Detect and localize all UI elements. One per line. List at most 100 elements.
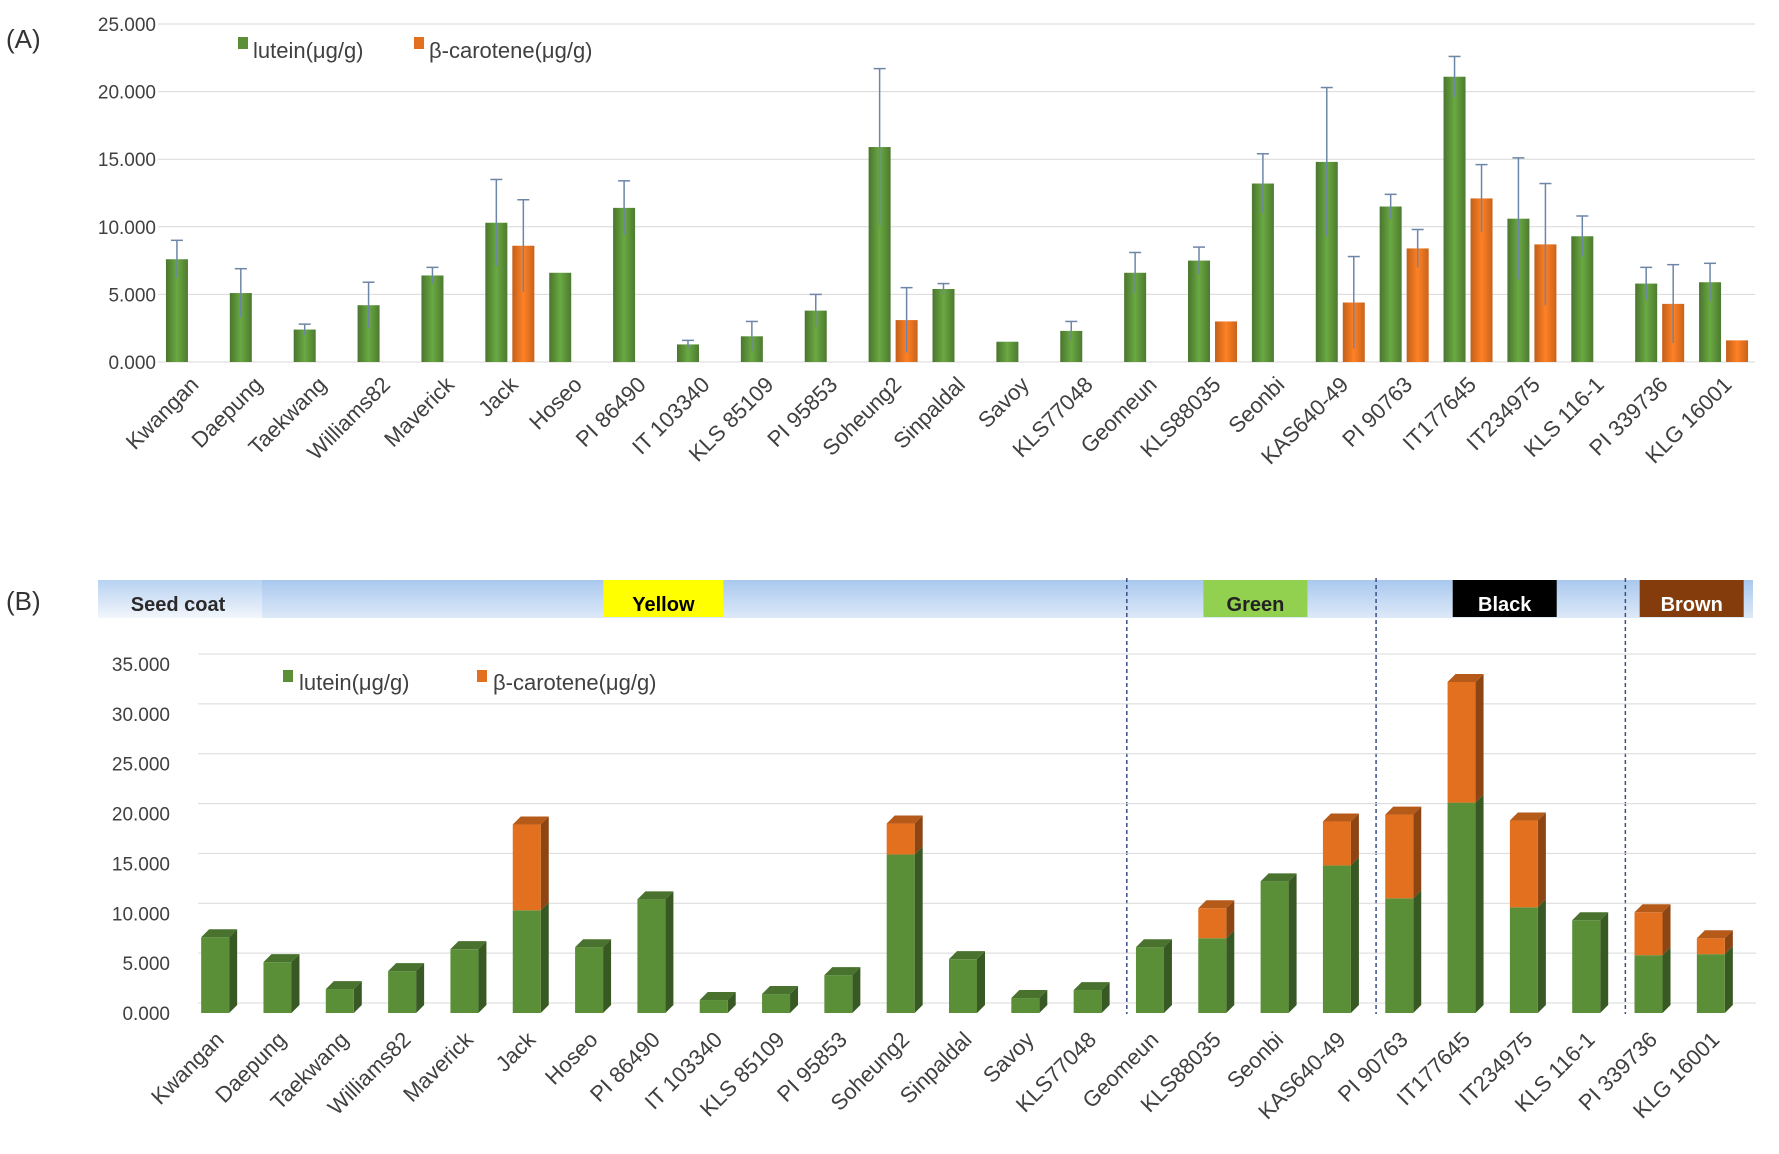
bar-lutein-b	[1634, 955, 1663, 1013]
bar-lutein-a	[1251, 183, 1274, 362]
bar-lutein-a	[357, 305, 380, 362]
y-tick-label-b: 15.000	[112, 854, 170, 875]
bar-lutein-b	[450, 949, 479, 1013]
y-tick-label-a: 0.000	[108, 353, 156, 374]
y-tick-label-b: 35.000	[112, 655, 170, 676]
legend-label-lutein-a: lutein(μg/g)	[253, 38, 364, 63]
bar-lutein-b-side	[478, 941, 487, 1013]
bar-lutein-b-side	[229, 929, 238, 1013]
bar-lutein-b-top	[1135, 939, 1172, 948]
legend-swatch-lutein-a	[238, 37, 248, 49]
bar-lutein-b	[1073, 990, 1102, 1013]
legend-swatch-lutein-b	[283, 670, 293, 682]
bar-carotene-b-top	[886, 815, 923, 824]
bar-carotene-a	[1406, 248, 1429, 362]
bar-carotene-b-side	[1350, 813, 1359, 866]
bar-lutein-b-side	[540, 902, 549, 1013]
bar-lutein-a	[1379, 206, 1402, 362]
y-tick-label-a: 5.000	[108, 285, 156, 306]
seed-coat-group-box	[1639, 580, 1744, 617]
bar-lutein-a	[549, 272, 572, 362]
bar-lutein-b	[1509, 907, 1538, 1013]
bar-lutein-a	[485, 222, 508, 362]
y-tick-label-a: 15.000	[98, 150, 156, 171]
y-tick-label-a: 25.000	[98, 15, 156, 36]
bar-lutein-b-top	[388, 963, 425, 972]
seed-coat-title-box	[98, 580, 262, 618]
bar-lutein-a	[229, 293, 252, 362]
bar-lutein-b	[1135, 947, 1164, 1013]
bar-lutein-b	[388, 971, 417, 1013]
bar-lutein-b	[325, 989, 354, 1013]
bar-lutein-b-side	[1226, 930, 1235, 1013]
bar-lutein-b-top	[762, 986, 799, 995]
bar-carotene-a	[1470, 198, 1493, 362]
seed-coat-title: Seed coat	[131, 594, 226, 616]
seed-coat-group-label: Black	[1478, 594, 1532, 616]
bar-carotene-b-side	[1413, 806, 1422, 899]
y-tick-label-a: 20.000	[98, 83, 156, 104]
bar-lutein-b-top	[824, 967, 861, 976]
bar-lutein-a	[676, 344, 699, 362]
bar-lutein-a	[165, 259, 188, 362]
x-category-label-a: Jack	[473, 371, 523, 421]
bar-carotene-b	[1385, 814, 1414, 899]
bar-lutein-b-side	[1662, 947, 1671, 1013]
bar-lutein-b-side	[1413, 890, 1422, 1013]
x-category-label-b: Savoy	[978, 1027, 1039, 1088]
seed-coat-group-box	[1203, 580, 1308, 617]
bar-carotene-b	[1322, 821, 1351, 866]
bar-lutein-b-top	[949, 951, 985, 960]
bar-lutein-b	[949, 959, 977, 1013]
bar-carotene-b-side	[1537, 812, 1546, 908]
bar-lutein-b-side	[665, 891, 674, 1013]
bar-lutein-b-top	[450, 941, 487, 950]
bar-lutein-b	[201, 937, 230, 1013]
bar-lutein-b-top	[1073, 982, 1110, 991]
bar-lutein-b-side	[727, 992, 736, 1013]
bar-lutein-b-side	[977, 951, 985, 1013]
bar-lutein-b-top	[637, 891, 674, 900]
x-category-label-a: Savoy	[973, 372, 1034, 433]
bar-carotene-b	[512, 824, 541, 911]
bar-lutein-b-top	[699, 992, 736, 1001]
seed-coat-group-box	[1452, 580, 1557, 617]
panel-b-label: (B)	[6, 586, 41, 616]
seed-coat-group-box	[603, 580, 724, 617]
legend-swatch-carotene-b	[477, 670, 487, 682]
bar-carotene-a	[1215, 321, 1238, 362]
bar-lutein-a	[613, 207, 636, 362]
x-category-label-a: Kwangan	[121, 372, 204, 455]
y-tick-label-b: 20.000	[112, 805, 170, 826]
bar-lutein-b-side	[291, 954, 300, 1013]
bar-carotene-b-top	[1447, 673, 1484, 682]
bar-lutein-b-top	[575, 939, 612, 948]
bar-lutein-a	[1188, 260, 1211, 362]
bar-lutein-b	[886, 854, 915, 1013]
bar-lutein-b-top	[1572, 912, 1609, 921]
seed-coat-group-label: Yellow	[632, 594, 695, 616]
x-category-label-b: Maverick	[398, 1026, 479, 1107]
bar-carotene-a	[512, 245, 535, 362]
bar-lutein-b	[512, 910, 541, 1013]
y-tick-label-b: 10.000	[112, 904, 170, 925]
bar-lutein-b-side	[1101, 982, 1110, 1013]
y-tick-label-a: 10.000	[98, 218, 156, 239]
bar-lutein-b-side	[1475, 794, 1484, 1013]
bar-lutein-b	[762, 994, 791, 1013]
bar-lutein-b-side	[1288, 873, 1297, 1013]
bar-carotene-b-top	[1509, 812, 1546, 821]
bar-carotene-b-top	[1634, 904, 1671, 913]
bar-lutein-b	[637, 899, 666, 1013]
bar-carotene-b-top	[1385, 806, 1422, 815]
bar-lutein-b-side	[1537, 899, 1546, 1013]
bar-carotene-b	[1634, 912, 1663, 956]
bar-carotene-b-side	[540, 816, 549, 911]
bar-lutein-b-side	[353, 981, 362, 1013]
bar-carotene-b-top	[1198, 900, 1235, 909]
x-category-label-a: Hoseo	[524, 372, 587, 435]
bar-lutein-b	[1260, 881, 1289, 1013]
bar-carotene-a	[1726, 340, 1749, 362]
bar-lutein-a	[1124, 272, 1147, 362]
bar-lutein-b-side	[914, 846, 923, 1013]
